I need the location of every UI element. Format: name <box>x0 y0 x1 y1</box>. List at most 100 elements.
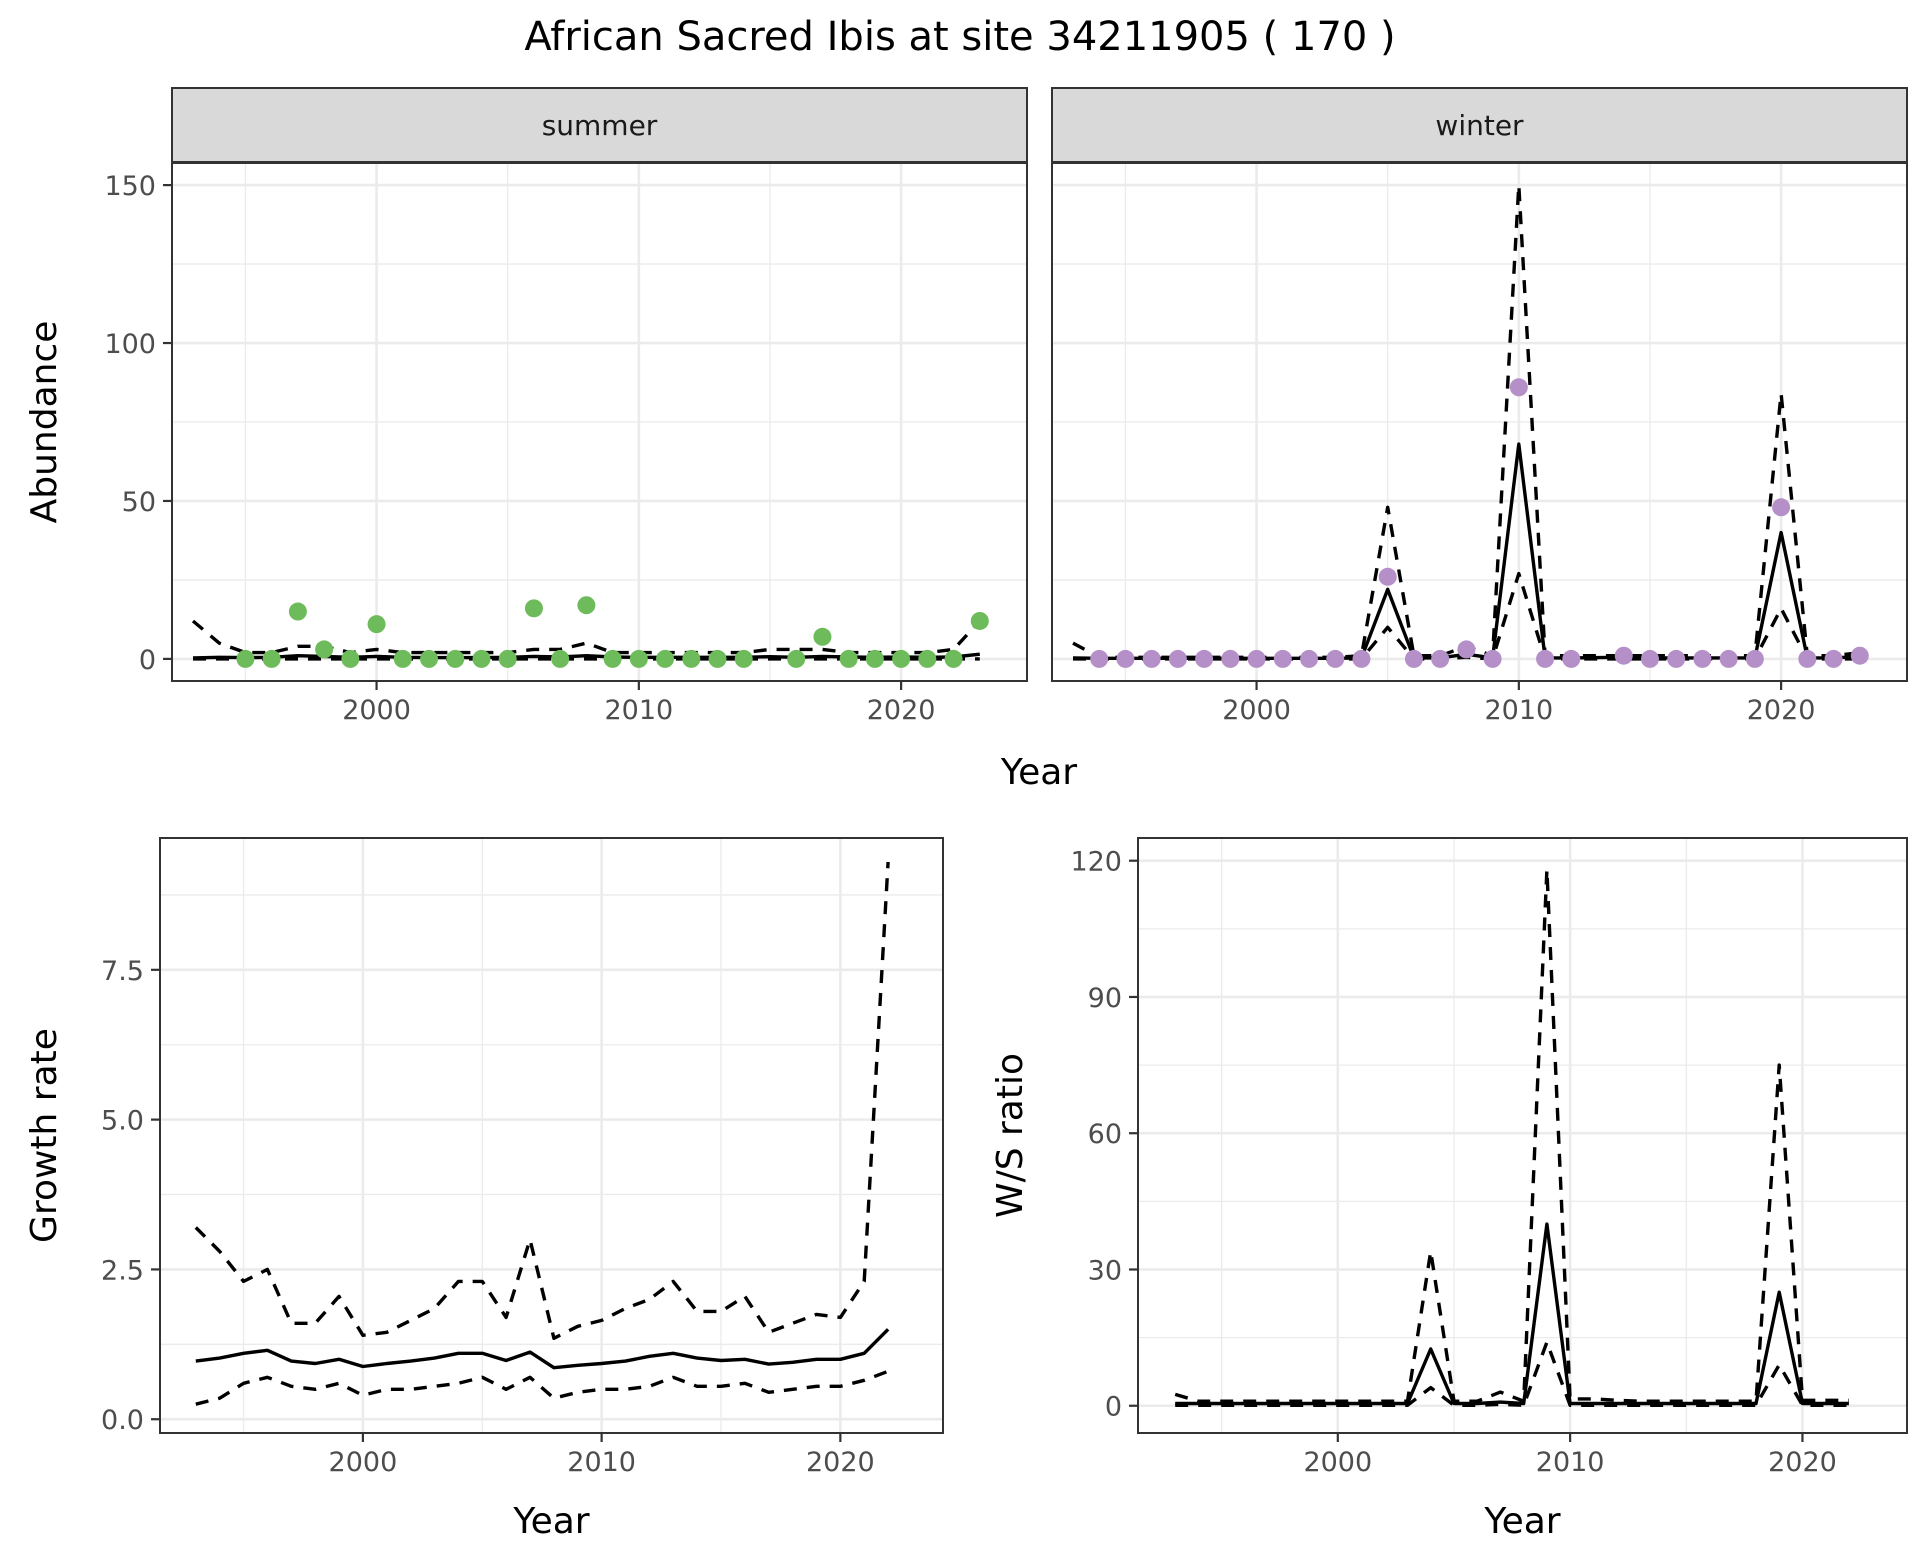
data-point <box>1509 378 1528 397</box>
facet-label: summer <box>542 109 658 142</box>
data-point <box>839 649 858 668</box>
data-point <box>446 649 465 668</box>
data-point <box>1798 649 1817 668</box>
data-point <box>1116 649 1135 668</box>
y-tick-label: 120 <box>1070 847 1122 878</box>
data-point <box>1431 649 1450 668</box>
data-point <box>1090 649 1109 668</box>
data-point <box>1168 649 1187 668</box>
facet-strip <box>1051 87 1908 163</box>
data-point <box>315 640 334 659</box>
data-point <box>1457 640 1476 659</box>
data-point <box>944 649 963 668</box>
x-tick-label: 2020 <box>867 695 936 726</box>
data-point <box>1326 649 1345 668</box>
plot-layer: summer 2000 2010 2020 0 50 100 150 Abundance wint… <box>24 87 1908 1542</box>
y-tick-label: 0 <box>139 645 156 676</box>
y-tick-label: 90 <box>1088 983 1122 1014</box>
data-point <box>236 649 255 668</box>
data-point <box>1640 649 1659 668</box>
data-point <box>577 596 596 615</box>
data-point <box>524 599 543 618</box>
facet-strip <box>171 87 1028 163</box>
data-point <box>1273 649 1292 668</box>
data-point <box>367 615 386 634</box>
facet-label: winter <box>1435 109 1524 142</box>
data-point <box>629 649 648 668</box>
data-point <box>1352 649 1371 668</box>
data-point <box>603 649 622 668</box>
x-tick-label: 2000 <box>1303 1447 1372 1478</box>
y-tick-label: 30 <box>1088 1255 1122 1286</box>
series-line-mean <box>1175 1222 1849 1406</box>
data-point <box>472 649 491 668</box>
data-point <box>1378 567 1397 586</box>
series-line-lower <box>195 1369 889 1406</box>
x-tick-label: 2020 <box>1768 1447 1837 1478</box>
y-tick-label: 0.0 <box>101 1405 144 1436</box>
y-tick-label: 0 <box>1105 1392 1122 1423</box>
x-tick-label: 2010 <box>1484 695 1553 726</box>
y-axis-title: Abundance <box>24 321 65 524</box>
x-tick-label: 2010 <box>604 695 673 726</box>
y-tick-label: 2.5 <box>101 1255 144 1286</box>
y-tick-label: 7.5 <box>101 956 144 987</box>
data-point <box>420 649 439 668</box>
panel-ws-ratio: 2000 2010 2020 0 30 60 90 120 W/S ratio Year <box>990 837 1908 1542</box>
data-point <box>1719 649 1738 668</box>
data-point <box>1772 498 1791 517</box>
x-axis-title-shared: Year <box>1000 752 1077 793</box>
data-point <box>892 649 911 668</box>
data-point <box>1142 649 1161 668</box>
data-point <box>1824 649 1843 668</box>
y-axis-title: W/S ratio <box>990 1053 1031 1218</box>
data-point <box>970 611 989 630</box>
panel-abundance-winter: winter 2000 2010 2020 <box>1051 87 1908 726</box>
panel-border <box>159 837 944 1434</box>
data-point <box>262 649 281 668</box>
data-point <box>787 649 806 668</box>
y-tick-label: 5.0 <box>101 1106 144 1137</box>
y-tick-label: 100 <box>104 329 156 360</box>
data-point <box>708 649 727 668</box>
panel-background <box>1138 838 1907 1433</box>
data-point <box>1850 646 1869 665</box>
data-point <box>1404 649 1423 668</box>
x-tick-label: 2000 <box>342 695 411 726</box>
data-point <box>865 649 884 668</box>
series-line-lower <box>1175 1340 1849 1408</box>
data-point <box>393 649 412 668</box>
data-point <box>288 602 307 621</box>
series-line-upper <box>194 861 890 1341</box>
data-point <box>734 649 753 668</box>
data-point <box>682 649 701 668</box>
panel-border <box>1137 837 1908 1434</box>
series-line-mean <box>195 1328 890 1370</box>
x-axis-title: Year <box>512 1501 589 1542</box>
data-point <box>656 649 675 668</box>
x-tick-label: 2010 <box>1536 1447 1605 1478</box>
y-tick-label: 60 <box>1088 1119 1122 1150</box>
data-point <box>813 627 832 646</box>
x-tick-label: 2020 <box>1747 695 1816 726</box>
data-point <box>551 649 570 668</box>
y-tick-label: 150 <box>104 171 156 202</box>
data-point <box>1745 649 1764 668</box>
data-point <box>1221 649 1240 668</box>
data-point <box>341 649 360 668</box>
data-point <box>1247 649 1266 668</box>
data-point <box>1483 649 1502 668</box>
data-point <box>1614 646 1633 665</box>
x-tick-label: 2020 <box>806 1447 875 1478</box>
data-point <box>918 649 937 668</box>
x-axis-title: Year <box>1483 1501 1560 1542</box>
panel-growth-rate: 2000 2010 2020 0.0 2.5 5.0 7.5 Growth rate Year <box>24 837 944 1542</box>
data-point <box>1536 649 1555 668</box>
chart-title: African Sacred Ibis at site 34211905 ( 1… <box>524 14 1395 60</box>
data-point <box>498 649 517 668</box>
x-tick-label: 2010 <box>567 1447 636 1478</box>
data-point <box>1562 649 1581 668</box>
y-axis-title: Growth rate <box>24 1028 65 1243</box>
data-point <box>1300 649 1319 668</box>
